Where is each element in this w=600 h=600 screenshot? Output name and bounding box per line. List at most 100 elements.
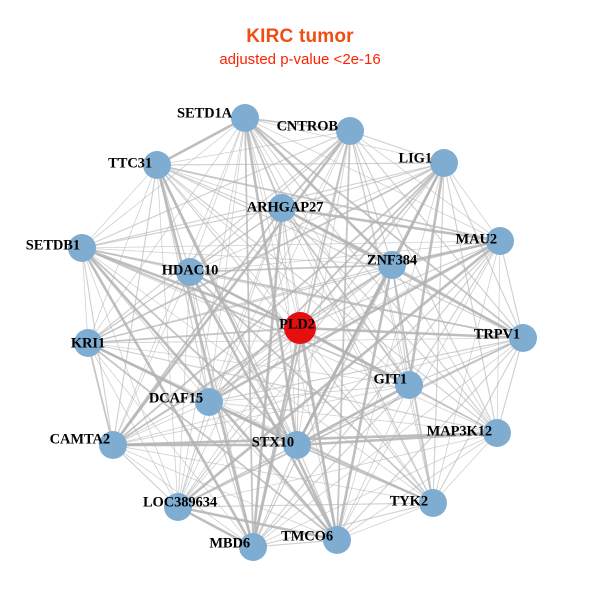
graph-edge bbox=[336, 432, 498, 541]
graph-edge bbox=[208, 384, 410, 403]
graph-edge bbox=[443, 162, 498, 434]
graph-edge bbox=[87, 164, 158, 344]
graph-edge bbox=[244, 117, 524, 339]
graph-edge bbox=[336, 337, 524, 541]
graph-edge bbox=[407, 161, 446, 387]
graph-edge bbox=[252, 240, 501, 548]
graph-node-hdac10[interactable] bbox=[176, 258, 204, 286]
graph-edge bbox=[208, 401, 254, 548]
graph-edge bbox=[281, 207, 498, 434]
graph-edge bbox=[295, 263, 394, 447]
graph-edge bbox=[432, 240, 501, 504]
graph-edge bbox=[189, 271, 210, 403]
graph-edge bbox=[112, 444, 179, 508]
graph-edge bbox=[156, 164, 524, 339]
plot-title: KIRC tumor bbox=[246, 26, 354, 47]
graph-edge bbox=[155, 163, 255, 549]
graph-edge bbox=[299, 162, 445, 329]
graph-edge bbox=[81, 247, 393, 266]
graph-edge bbox=[87, 327, 301, 344]
graph-edge bbox=[111, 129, 352, 447]
graph-edge bbox=[81, 162, 445, 249]
graph-node-pld2[interactable] bbox=[284, 312, 316, 344]
graph-edge bbox=[335, 263, 394, 542]
graph-edge bbox=[299, 240, 501, 329]
graph-node-tyk2[interactable] bbox=[419, 489, 447, 517]
graph-node-dcaf15[interactable] bbox=[195, 388, 223, 416]
graph-edge bbox=[296, 327, 301, 446]
graph-edge bbox=[176, 505, 255, 549]
graph-edge bbox=[112, 164, 158, 446]
graph-node-setd1a[interactable] bbox=[231, 104, 259, 132]
graph-node-map3k12[interactable] bbox=[483, 419, 511, 447]
graph-node-kri1[interactable] bbox=[74, 329, 102, 357]
graph-edge bbox=[176, 239, 502, 509]
graph-edge bbox=[296, 444, 338, 541]
graph-node-setdb1[interactable] bbox=[68, 234, 96, 262]
graph-edge bbox=[408, 384, 498, 434]
graph-edge bbox=[296, 130, 351, 446]
graph-node-trpv1[interactable] bbox=[509, 324, 537, 352]
graph-edge bbox=[155, 116, 247, 167]
graph-edge bbox=[208, 337, 524, 403]
graph-edge bbox=[87, 342, 114, 446]
graph-edge bbox=[244, 117, 283, 209]
graph-node-arhgap27[interactable] bbox=[268, 194, 296, 222]
graph-edge bbox=[112, 384, 410, 446]
graph-edge bbox=[349, 130, 524, 339]
graph-node-camta2[interactable] bbox=[99, 431, 127, 459]
graph-edge bbox=[177, 502, 434, 508]
graph-node-tmco6[interactable] bbox=[323, 526, 351, 554]
graph-edge bbox=[280, 206, 502, 243]
graph-node-cntrob[interactable] bbox=[336, 117, 364, 145]
graph-node-lig1[interactable] bbox=[430, 149, 458, 177]
graph-edge bbox=[189, 271, 524, 339]
graph-node-mbd6[interactable] bbox=[239, 533, 267, 561]
graph-edge bbox=[408, 384, 434, 504]
graph-edge bbox=[252, 539, 338, 548]
graph-edge bbox=[112, 117, 246, 446]
graph-edge bbox=[81, 247, 524, 339]
graph-edge bbox=[244, 117, 351, 132]
graph-edge bbox=[177, 401, 210, 508]
graph-edge bbox=[177, 337, 524, 508]
graph-node-mau2[interactable] bbox=[486, 227, 514, 255]
graph-edge bbox=[156, 164, 501, 242]
graph-edge bbox=[208, 130, 351, 403]
graph-node-stx10[interactable] bbox=[283, 431, 311, 459]
graph-edge bbox=[87, 342, 410, 386]
graph-edge bbox=[252, 502, 434, 548]
graph-edge bbox=[208, 162, 445, 403]
graph-edge bbox=[252, 432, 498, 548]
graph-edge bbox=[87, 271, 191, 344]
graph-edge bbox=[81, 247, 89, 344]
graph-edge bbox=[81, 240, 501, 249]
graph-node-ttc31[interactable] bbox=[143, 151, 171, 179]
graph-edge bbox=[112, 444, 338, 541]
graph-edge bbox=[112, 264, 393, 446]
graph-edge bbox=[252, 444, 298, 548]
graph-node-znf384[interactable] bbox=[378, 251, 406, 279]
graph-edge bbox=[177, 432, 498, 508]
graph-edge bbox=[208, 117, 246, 403]
graph-edge bbox=[80, 246, 302, 330]
graph-edge bbox=[189, 264, 393, 273]
graph-node-git1[interactable] bbox=[395, 371, 423, 399]
graph-node-loc389634[interactable] bbox=[164, 493, 192, 521]
graph-edge bbox=[252, 264, 393, 548]
graph-edge bbox=[112, 271, 191, 446]
graph-edge bbox=[156, 164, 410, 386]
graph-edge bbox=[252, 337, 524, 548]
graph-edge bbox=[81, 247, 434, 504]
graph-edge bbox=[81, 164, 158, 249]
graph-edge bbox=[208, 207, 283, 403]
graph-edge bbox=[81, 247, 410, 386]
graph-edge bbox=[112, 401, 210, 446]
graph-edge bbox=[87, 342, 498, 434]
graph-edge bbox=[156, 164, 301, 329]
graph-edge bbox=[80, 246, 255, 549]
graph-edge bbox=[112, 207, 283, 446]
graph-edge bbox=[295, 431, 499, 447]
graph-edge bbox=[298, 326, 525, 340]
